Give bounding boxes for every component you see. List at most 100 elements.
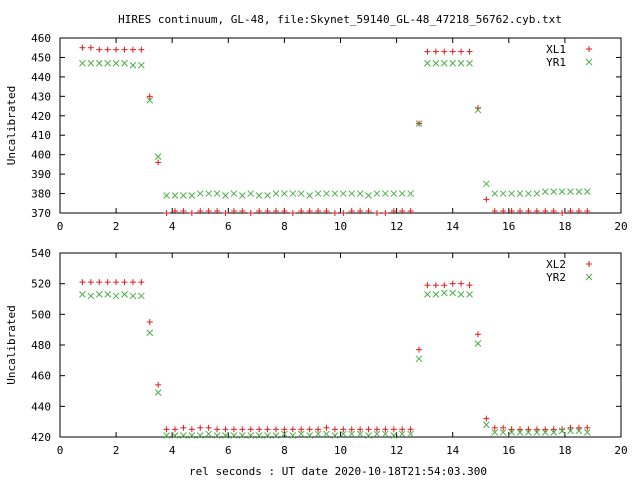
data-point	[289, 432, 297, 439]
legend-label: YR1	[546, 56, 566, 69]
y-tick-label: 500	[31, 308, 51, 321]
data-point	[213, 190, 221, 197]
data-point	[205, 208, 212, 215]
legend-marker	[586, 261, 592, 267]
data-point	[289, 426, 296, 433]
data-point	[407, 426, 414, 433]
data-point	[474, 331, 481, 338]
data-point	[466, 282, 473, 289]
x-axis-label: rel seconds : UT date 2020-10-18T21:54:0…	[189, 465, 487, 478]
x-axis: 0 2 4 6 8 10 12 14 16 18 20	[57, 253, 628, 457]
data-point	[138, 279, 145, 286]
data-point	[517, 208, 524, 215]
y-tick-label: 450	[31, 51, 51, 64]
data-point	[163, 192, 170, 199]
data-point	[247, 432, 255, 439]
data-point	[398, 430, 406, 438]
data-point	[390, 426, 397, 433]
data-point	[339, 430, 347, 438]
data-point	[466, 291, 473, 298]
data-point	[441, 48, 448, 55]
data-point	[466, 59, 473, 67]
data-point	[222, 426, 229, 433]
data-point	[474, 106, 482, 114]
x-tick-label: 8	[281, 444, 288, 457]
legend-label: YR2	[546, 271, 566, 284]
data-point	[474, 340, 482, 347]
data-point	[163, 432, 170, 439]
data-point	[87, 292, 95, 300]
data-point	[121, 279, 128, 286]
data-point	[297, 430, 305, 438]
series-YR2	[79, 289, 591, 439]
data-point	[407, 190, 414, 197]
data-point	[567, 427, 574, 435]
data-point	[188, 426, 195, 433]
data-point	[104, 46, 111, 53]
y-tick-label: 540	[31, 247, 51, 260]
data-point	[205, 430, 213, 438]
data-point	[180, 424, 187, 431]
x-tick-label: 14	[446, 444, 460, 457]
panels: 0 2 4 6 8 10 12 14 16 18 2037038039040041042043044…	[5, 32, 628, 457]
data-point	[256, 208, 263, 215]
data-point	[79, 279, 86, 286]
y-tick-label: 430	[31, 90, 51, 103]
data-point	[348, 426, 355, 433]
y-tick-label: 420	[31, 431, 51, 444]
data-point	[121, 46, 128, 53]
data-point	[584, 208, 591, 215]
data-point	[171, 432, 179, 439]
data-point	[188, 192, 196, 199]
data-point	[584, 424, 591, 431]
data-point	[113, 279, 120, 286]
data-point	[129, 61, 137, 69]
data-point	[340, 210, 347, 216]
data-point	[323, 208, 330, 215]
x-tick-label: 6	[225, 444, 232, 457]
x-tick-label: 16	[502, 444, 515, 457]
legend-entry-XL2: XL2	[546, 258, 592, 271]
data-point	[95, 59, 103, 67]
data-point	[281, 190, 288, 197]
data-point	[331, 426, 338, 433]
data-point	[188, 210, 195, 216]
data-point	[348, 208, 355, 215]
chart-panel-1: 0 2 4 6 8 10 12 14 16 18 20 370 380 390 400 410 420 430 44…	[5, 32, 628, 233]
data-point	[458, 48, 465, 55]
data-point	[533, 190, 541, 197]
data-point	[458, 280, 465, 287]
data-point	[222, 432, 229, 439]
data-point	[491, 190, 499, 197]
legend-entry-YR2: YR2	[546, 271, 593, 284]
data-point	[356, 190, 364, 197]
data-point	[96, 279, 103, 286]
data-point	[247, 190, 255, 197]
data-point	[508, 429, 515, 436]
x-tick-label: 12	[390, 444, 403, 457]
legend-entry-YR1: YR1	[546, 56, 593, 69]
data-point	[264, 432, 271, 439]
x-tick-label: 4	[169, 444, 176, 457]
data-point	[314, 190, 322, 197]
data-point	[155, 381, 162, 388]
data-point	[306, 432, 313, 439]
y-tick-label: 420	[31, 110, 51, 123]
y-tick-label: 410	[31, 129, 51, 142]
data-point	[255, 432, 263, 439]
data-point	[575, 427, 583, 435]
data-point	[432, 59, 440, 67]
data-point	[449, 59, 457, 67]
data-point	[373, 426, 380, 433]
data-point	[516, 429, 524, 436]
data-point	[323, 424, 330, 431]
y-tick-label: 400	[31, 149, 51, 162]
data-point	[112, 59, 120, 67]
x-tick-label: 6	[225, 220, 232, 233]
data-point	[121, 59, 128, 67]
data-point	[247, 210, 254, 216]
y-tick-label: 370	[31, 207, 51, 220]
data-point	[390, 208, 397, 215]
data-point	[432, 291, 440, 298]
